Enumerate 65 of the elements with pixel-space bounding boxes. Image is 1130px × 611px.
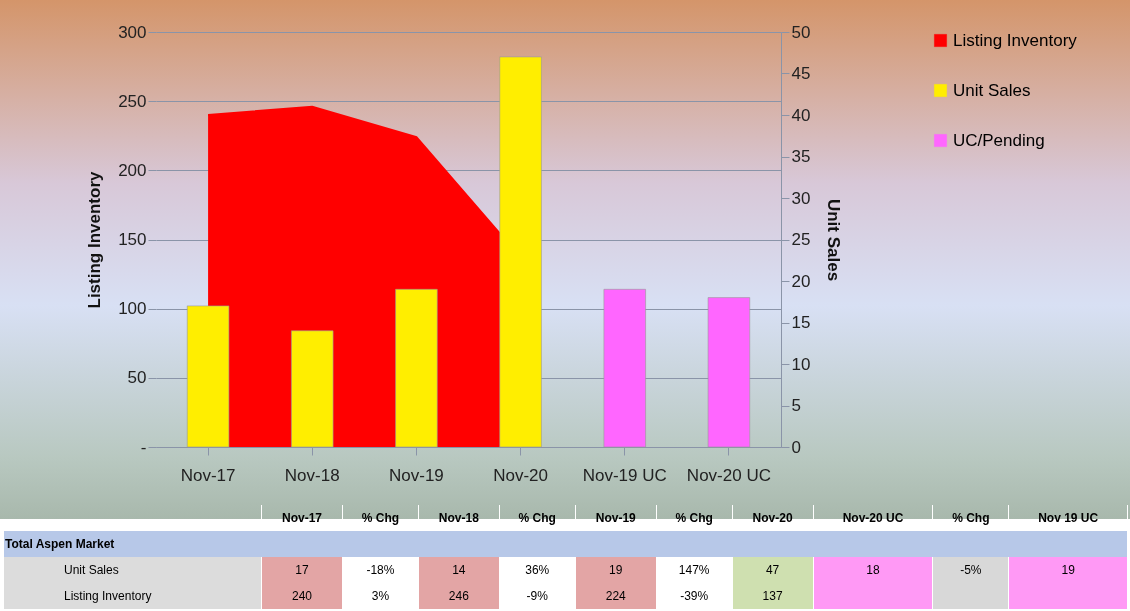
text: 19 [575, 557, 657, 583]
bar [603, 289, 646, 448]
text: -5% [932, 557, 1009, 583]
bar [707, 297, 751, 448]
text: Nov-17 [261, 505, 343, 531]
text: 224 [575, 583, 657, 609]
x-tick-label: Nov-17 [180, 465, 236, 485]
legend-label: UC/Pending [953, 130, 1045, 150]
text: -9% [499, 583, 576, 609]
text: Total Aspen Market [4, 531, 1128, 557]
text: -18% [342, 557, 419, 583]
x-tick-label: Nov-20 [493, 465, 548, 485]
y2-axis-title: Unit Sales [824, 198, 844, 282]
y-axis-title: Listing Inventory [85, 170, 105, 309]
y-tick-label: 200 [118, 160, 147, 180]
y2-tick-label: 0 [791, 437, 801, 457]
text: % Chg [499, 505, 576, 531]
y2-tick-label: 50 [791, 22, 811, 42]
x-tick-label: Nov-20 UC [686, 465, 771, 485]
y2-tick-label: 35 [791, 147, 811, 166]
text: 36% [499, 557, 576, 583]
y-tick-label: 50 [127, 368, 147, 388]
text: Nov-20 [732, 505, 814, 531]
text: Nov 19 UC [1008, 505, 1128, 531]
bar [395, 289, 438, 448]
legend-label: Unit Sales [953, 80, 1031, 100]
text: % Chg [342, 505, 419, 531]
text: Unit Sales [4, 557, 262, 583]
text: 240 [261, 583, 343, 609]
text: Nov-18 [418, 505, 500, 531]
x-tick-label: Nov-19 [389, 465, 444, 485]
y2-tick-label: 15 [791, 313, 811, 332]
y2-tick-label: 5 [791, 396, 801, 415]
bar [186, 305, 230, 448]
text: 3% [342, 583, 419, 609]
text: -39% [656, 583, 733, 609]
y2-tick-label: 40 [791, 105, 811, 125]
y-tick-label: - [140, 437, 147, 457]
text: Nov-20 UC [813, 505, 933, 531]
bar [291, 330, 334, 448]
text: 137 [732, 583, 814, 609]
text: 19 [1008, 557, 1128, 583]
x-tick-label: Nov-19 UC [582, 465, 667, 485]
bar [499, 56, 542, 448]
y-tick-label: 150 [118, 230, 147, 249]
text: % Chg [656, 505, 733, 531]
text: 246 [418, 583, 500, 609]
y2-tick-label: 45 [791, 64, 811, 83]
text: 17 [261, 557, 343, 583]
text: Nov-19 [575, 505, 657, 531]
text: 147% [656, 557, 733, 583]
y2-tick-label: 20 [791, 271, 811, 291]
text: % Chg [932, 505, 1009, 531]
text: 47 [732, 557, 814, 583]
y2-tick-label: 30 [791, 188, 811, 208]
y2-tick-label: 10 [791, 354, 811, 374]
text: 14 [418, 557, 500, 583]
y2-tick-label: 25 [791, 230, 811, 249]
y-tick-label: 100 [118, 299, 147, 319]
y-tick-label: 300 [118, 22, 147, 42]
legend-label: Listing Inventory [953, 30, 1078, 50]
text: Listing Inventory [4, 583, 262, 609]
x-tick-label: Nov-18 [284, 465, 340, 485]
y-tick-label: 250 [118, 91, 147, 111]
text: 18 [813, 557, 933, 583]
